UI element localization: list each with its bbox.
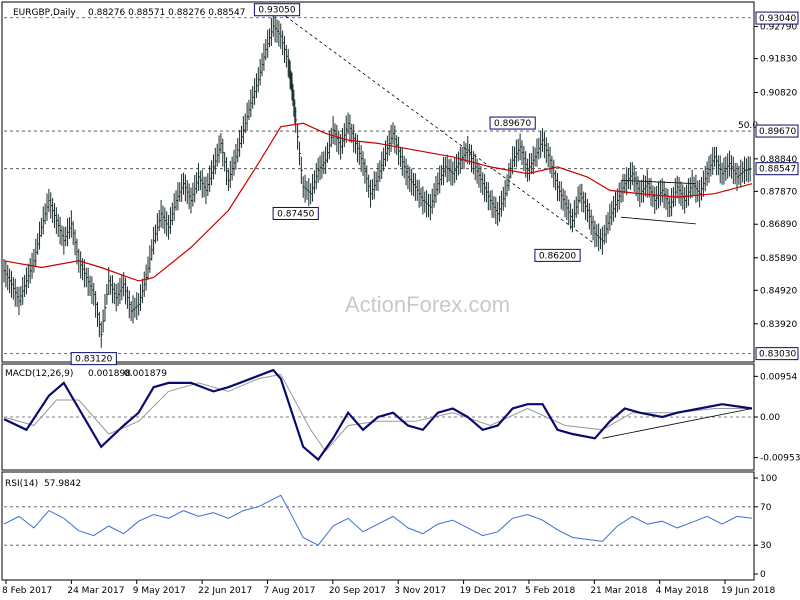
x-tick-label: 24 Mar 2017 [67,586,124,596]
axis-value-box [755,162,799,176]
price-annotation-box [272,206,319,220]
rsi-line [3,494,753,546]
price-tick-label: 0.84920 [760,286,797,296]
macd-tick-label: -0.009538 [760,454,800,464]
price-annotation-label: 0.86200 [539,251,576,261]
rsi-title: RSI(14) [5,479,38,489]
rsi-last-value: 57.9842 [44,479,81,489]
x-tick-label: 20 Sep 2017 [329,586,386,596]
price-tick-label: 0.92790 [760,22,797,32]
macd-line [3,368,753,462]
x-tick-label: 8 Feb 2017 [2,586,52,596]
rsi-tick-label: 0 [760,570,766,580]
x-tick-label: 3 Nov 2017 [394,586,446,596]
x-tick-label: 22 Jun 2017 [198,586,252,596]
chart-ohlc: 0.88276 0.88571 0.88276 0.88547 [88,8,245,18]
price-tick-label: 0.83920 [760,320,797,330]
x-axis: 8 Feb 2017 24 Mar 2017 9 May 2017 22 Jun 20… [2,580,775,596]
axis-value-label: 0.88547 [759,165,796,175]
macd-signal-value: 0.001879 [124,369,167,379]
price-annotation-label: 0.87450 [277,209,314,219]
x-tick-label: 7 Aug 2017 [263,586,315,596]
axis-value-box [755,347,799,361]
chart-symbol: EURGBP,Daily [13,8,76,18]
axis-value-box [755,11,799,25]
price-plot: 0.92790 0.91830 0.90820 0.88840 0.87870 0.868… [3,3,799,366]
price-tick-label: 0.90820 [760,88,797,98]
watermark: ActionForex.com [345,292,510,317]
rsi-tick-label: 70 [760,503,772,513]
rsi-tick-label: 30 [760,541,772,551]
rsi-plot: 100 70 30 0 [3,474,777,580]
price-annotation-label: 0.89670 [494,119,531,129]
axis-value-label: 0.93040 [759,14,796,24]
channel-top-line [621,179,696,185]
price-annotation-box [70,352,117,366]
macd-last-value: 0.001898 [88,369,131,379]
price-tick-label: 0.85890 [760,254,797,264]
x-tick-label: 19 Dec 2017 [460,586,518,596]
macd-trendline [602,408,753,439]
axis-value-box [755,124,799,138]
macd-plot: 0.00954 0.00 -0.009538 [3,368,800,464]
macd-tick-label: 0.00 [760,413,780,423]
macd-tick-label: 0.00954 [760,372,797,382]
price-tick-label: 0.88840 [760,155,797,165]
price-annotation-box [489,116,536,130]
x-tick-label: 5 Feb 2018 [525,586,576,596]
fib-level-label: 50.0 [738,121,758,131]
price-trendline [280,12,596,245]
x-tick-label: 9 May 2017 [133,586,186,596]
price-annotation-box [253,3,301,17]
price-annotation-label: 0.93050 [258,6,295,16]
channel-bottom-line [621,216,696,225]
price-tick-label: 0.87870 [760,187,797,197]
axis-value-label: 0.89670 [759,127,796,137]
price-tick-label: 0.86890 [760,220,797,230]
x-tick-label: 21 Mar 2018 [590,586,647,596]
axis-value-label: 0.83030 [759,350,796,360]
x-tick-label: 19 Jun 2018 [721,586,775,596]
sma-line [3,122,753,282]
price-tick-label: 0.91830 [760,55,797,65]
price-annotation-label: 0.83120 [75,355,112,365]
price-annotation-box [534,248,581,262]
rsi-tick-label: 100 [760,474,777,484]
macd-title: MACD(12,26,9) [5,369,73,379]
rsi-panel-frame [1,471,755,581]
x-tick-label: 4 May 2018 [656,586,709,596]
